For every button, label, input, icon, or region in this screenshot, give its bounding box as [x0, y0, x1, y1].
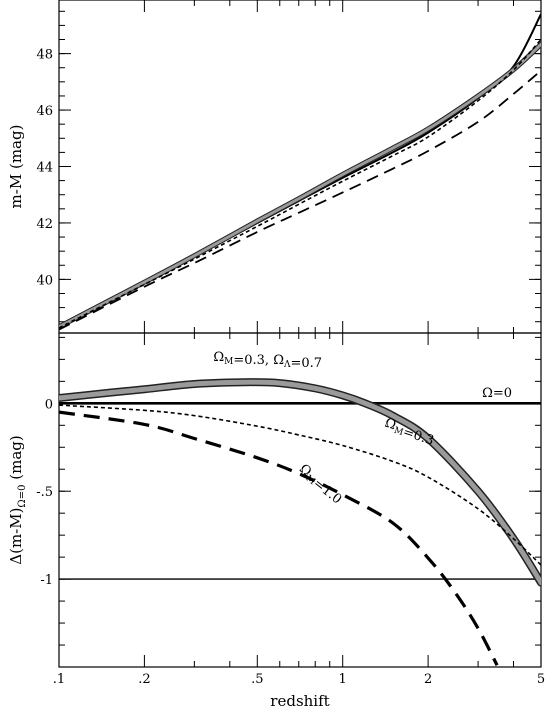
curve-annotation: ΩM=0.3, ΩΛ=0.7 — [213, 350, 322, 371]
x-tick-label: .5 — [251, 672, 263, 687]
x-axis-title: redshift — [270, 692, 329, 710]
y-tick-label: 0 — [45, 397, 53, 412]
y-tick-label: -1 — [40, 573, 53, 588]
x-tick-label: 2 — [424, 672, 432, 687]
top-panel-hubble-diagram: 40 42 44 46 48 m-M (mag) — [7, 0, 542, 334]
y-tick-label: 48 — [36, 48, 53, 63]
y-tick-label: 46 — [36, 104, 53, 119]
series-line-short-dash — [59, 38, 541, 329]
x-tick-label: 5 — [537, 672, 545, 687]
series-line-solid — [59, 13, 541, 329]
series-line-lambda — [59, 42, 541, 329]
x-tick-label: .2 — [138, 672, 150, 687]
panel-frame — [58, 0, 542, 334]
y-tick-label: 44 — [36, 161, 53, 176]
bottom-panel-residuals: .1.2.5 1 2 50-.5-1ΩM=0.3, ΩΛ=0.7Ω=0ΩM=0.3ΩM… — [7, 332, 545, 710]
curve-annotation: ΩM=1.0 — [294, 461, 346, 507]
panel-frame — [58, 332, 542, 668]
x-tick-label: .1 — [53, 672, 65, 687]
curve-annotation: Ω=0 — [482, 386, 512, 401]
y-axis-title: Δ(m-M)Ω=0 (mag) — [7, 435, 28, 564]
series-line-short-dash — [59, 404, 541, 566]
x-tick-label: 1 — [339, 672, 347, 687]
y-tick-label: 40 — [36, 273, 53, 288]
series-line-lambda — [59, 379, 541, 586]
series-line-long-dash — [59, 410, 499, 666]
y-tick-label: 42 — [36, 217, 53, 232]
y-tick-label: -.5 — [36, 485, 53, 500]
series-line-long-dash — [59, 69, 541, 331]
y-axis-title: m-M (mag) — [7, 125, 25, 209]
series-line-lambda-outline — [59, 41, 541, 330]
